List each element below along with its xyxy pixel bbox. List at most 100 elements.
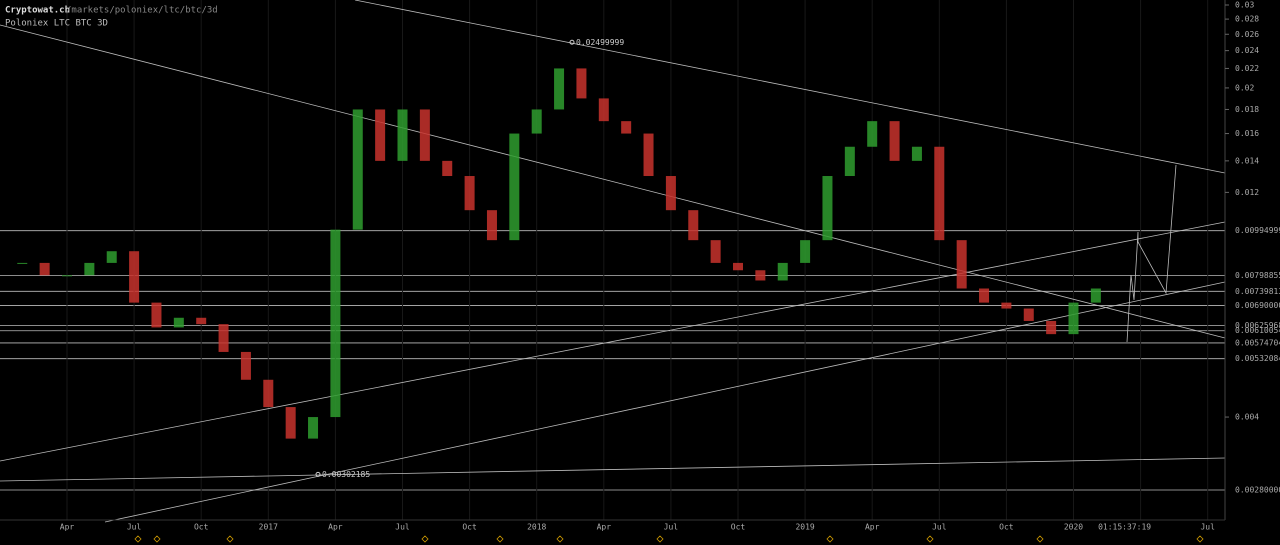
y-tick-label: 0.026 <box>1235 30 1259 39</box>
level-label: 0.00739813 <box>1235 287 1280 296</box>
path: /markets/poloniex/ltc/btc/3d <box>66 6 218 16</box>
countdown: 01:15:37:19 <box>1098 523 1151 532</box>
candle <box>733 262 743 271</box>
candle <box>151 302 162 328</box>
trend-lines <box>0 0 1226 523</box>
y-tick-label: 0.022 <box>1235 64 1259 73</box>
candle <box>844 146 855 177</box>
x-tick-label: 2017 <box>259 523 278 532</box>
candle <box>800 240 811 263</box>
x-tick-label: Oct <box>194 523 209 532</box>
candle <box>17 262 28 264</box>
price <box>17 68 1101 439</box>
level-label: 0.00280000 <box>1235 486 1280 495</box>
candle <box>62 275 72 277</box>
candle <box>755 270 766 281</box>
level-label: 0.00610054 <box>1235 326 1280 335</box>
marker <box>134 535 1204 543</box>
candle <box>643 133 654 177</box>
level-label: 0.00532084 <box>1235 354 1280 363</box>
candle <box>822 176 833 241</box>
x-tick-label: Jul <box>1200 523 1215 532</box>
y-tick-label: 0.004 <box>1235 413 1259 422</box>
candle <box>665 176 676 211</box>
candle <box>1023 308 1034 321</box>
candle <box>352 109 363 230</box>
x-tick-label: Apr <box>328 523 343 532</box>
level-label: 0.00994999 <box>1235 226 1280 235</box>
annotation: 0.00302185 <box>322 470 370 479</box>
candle <box>554 68 565 110</box>
candle <box>911 146 922 161</box>
subtitle: Poloniex LTC BTC 3D <box>5 19 108 29</box>
candle <box>889 121 900 161</box>
candle <box>285 407 296 439</box>
candle <box>1068 302 1079 335</box>
y-tick-label: 0.024 <box>1235 46 1259 55</box>
y-tick-label: 0.03 <box>1235 1 1254 10</box>
y-tick-label: 0.016 <box>1235 129 1259 138</box>
x-tick-label: Jul <box>932 523 947 532</box>
candle <box>531 109 542 134</box>
trend-line <box>354 0 1226 174</box>
candle <box>576 68 587 99</box>
candle <box>1001 302 1012 309</box>
candle <box>196 317 207 325</box>
y-tick-label: 0.012 <box>1235 188 1259 197</box>
markers <box>134 535 1204 543</box>
candle <box>39 262 50 276</box>
projection <box>1126 164 1177 343</box>
annotation: 0.02499999 <box>576 38 624 47</box>
annotation-point <box>569 39 575 45</box>
candle <box>867 121 878 147</box>
candle <box>330 229 341 418</box>
candle <box>621 121 632 134</box>
candle <box>598 98 609 122</box>
x-tick-label: Apr <box>60 523 75 532</box>
candle <box>84 262 95 276</box>
x-tick-label: Apr <box>597 523 612 532</box>
x-tick-label: Jul <box>664 523 679 532</box>
candle <box>240 351 251 380</box>
candle <box>464 176 475 211</box>
level-label: 0.00798855 <box>1235 271 1280 280</box>
candle <box>688 210 699 241</box>
candle <box>218 324 229 352</box>
candle <box>106 251 117 263</box>
candle <box>777 262 788 281</box>
level-label: 0.00625968 <box>1235 321 1280 330</box>
x-tick-label: Jul <box>395 523 410 532</box>
candle <box>375 109 386 161</box>
x-tick-label: 2020 <box>1064 523 1083 532</box>
candle <box>934 146 945 241</box>
candle <box>1046 320 1057 335</box>
x-tick-label: 2018 <box>527 523 546 532</box>
trend-line <box>0 24 1226 339</box>
x-tick-label: Oct <box>999 523 1014 532</box>
x-tick-label: Oct <box>462 523 477 532</box>
candle <box>956 240 967 289</box>
trend-line <box>104 281 1226 523</box>
candle <box>263 379 274 408</box>
candle <box>397 109 408 161</box>
x-tick-label: Apr <box>865 523 880 532</box>
candle <box>710 240 721 263</box>
y-tick-label: 0.02 <box>1235 83 1254 92</box>
trend-line <box>0 457 1226 482</box>
site: Cryptowat.ch <box>5 6 70 16</box>
x-tick-label: 2019 <box>795 523 814 532</box>
candle <box>1090 288 1101 303</box>
x-tick-label: Oct <box>731 523 746 532</box>
y-tick-label: 0.028 <box>1235 15 1259 24</box>
candle <box>509 133 520 241</box>
candle <box>129 251 140 303</box>
trend-line <box>0 221 1226 462</box>
level-label: 0.00690000 <box>1235 301 1280 310</box>
candle <box>442 160 453 177</box>
candle <box>308 417 319 439</box>
candle <box>486 210 497 241</box>
annotation-point <box>315 471 321 477</box>
level-label: 0.00574704 <box>1235 338 1280 347</box>
